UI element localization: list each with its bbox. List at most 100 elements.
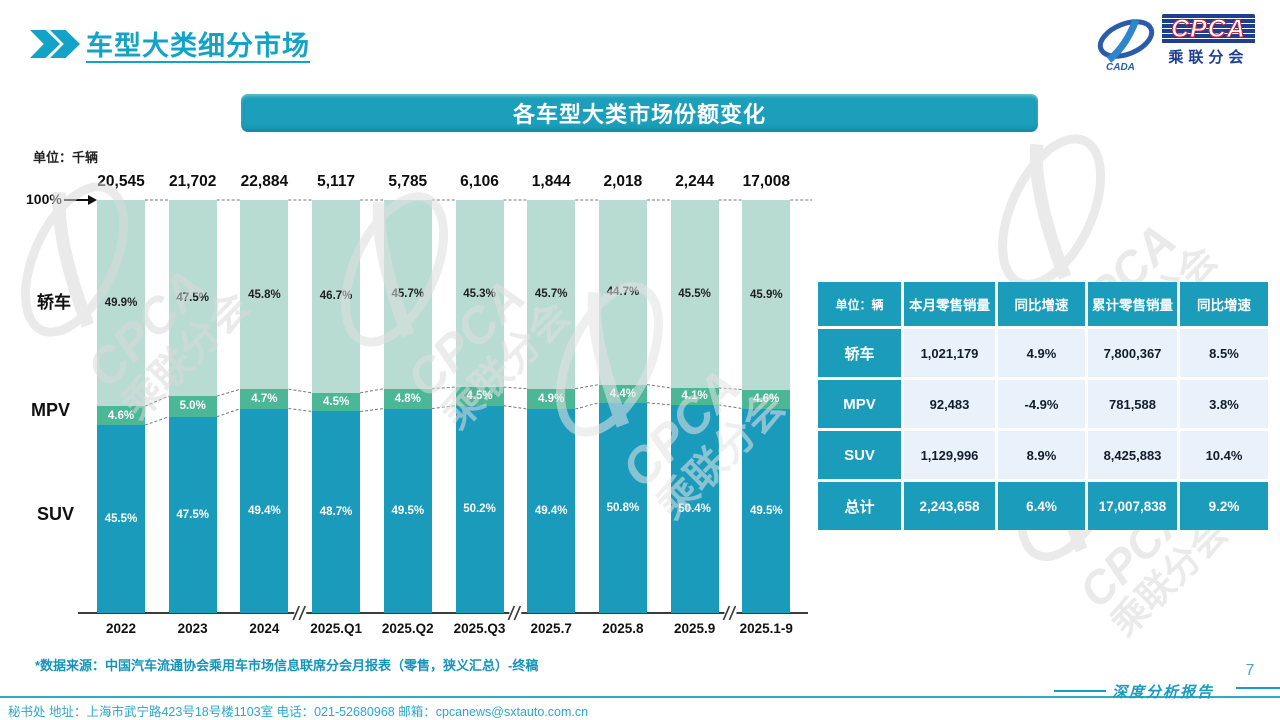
segment-轿车: 45.5%: [670, 200, 719, 388]
table-cell: 10.4%: [1180, 431, 1268, 479]
segment-MPV: 4.1%: [670, 387, 719, 405]
segment-轿车: 47.5%: [168, 200, 217, 397]
segment-value-label: 50.4%: [678, 502, 711, 515]
table-cell: 6.4%: [998, 482, 1085, 530]
segment-value-label: 4.6%: [107, 409, 135, 422]
bar-total-2025.Q2: 5,785: [388, 173, 428, 190]
bar-2025.9: 45.5% 4.1% 50.4%: [670, 200, 719, 613]
segment-MPV: 4.5%: [312, 392, 361, 412]
report-label: 深度分析报告: [1112, 685, 1215, 701]
table-cell: 9.2%: [1180, 482, 1268, 530]
table-cell: -4.9%: [998, 380, 1085, 428]
stacked-bar-chart: 100% 轿车 MPV SUV 20,545 49.9% 4.6% 45.5% 2022…: [0, 160, 835, 652]
segment-value-label: 49.9%: [104, 297, 138, 310]
report-label-line-left: [1054, 690, 1106, 692]
segment-MPV: 4.8%: [383, 388, 432, 409]
bar-total-2025.Q1: 5,117: [317, 173, 356, 190]
segment-SUV: 49.5%: [383, 408, 432, 613]
table-row-label-SUV: SUV: [818, 431, 901, 479]
segment-SUV: 49.4%: [240, 408, 289, 613]
segment-value-label: 4.4%: [609, 387, 636, 400]
segment-SUV: 50.4%: [670, 404, 719, 613]
table-cell: 1,021,179: [904, 329, 995, 377]
segment-value-label: 4.9%: [538, 392, 565, 405]
page-number: 7: [1245, 662, 1255, 679]
svg-text:乘联分会: 乘联分会: [1103, 511, 1236, 644]
legend-label-sedan: 轿车: [37, 293, 71, 312]
bar-total-2022: 20,545: [97, 173, 145, 190]
segment-MPV: 4.9%: [527, 388, 576, 409]
segment-value-label: 49.4%: [248, 504, 281, 517]
legend-label-suv: SUV: [37, 504, 75, 524]
double-chevron-right-icon: [30, 30, 90, 58]
sales-table: 单位：辆 本月零售销量 同比增速 累计零售销量 同比增速 轿车 1,021,179 4.9% 7…: [818, 282, 1268, 530]
segment-SUV: 48.7%: [312, 411, 361, 613]
segment-SUV: 49.5%: [742, 408, 791, 613]
x-axis-label-2025.Q1: 2025.Q1: [310, 621, 362, 636]
svg-text:CADA: CADA: [1106, 62, 1135, 72]
segment-value-label: 4.5%: [322, 396, 350, 409]
bar-total-2025.Q3: 6,106: [460, 173, 499, 190]
x-axis-label-2025.Q3: 2025.Q3: [453, 621, 506, 636]
bar-2025.Q2: 45.7% 4.8% 49.5%: [383, 200, 432, 613]
segment-value-label: 45.7%: [534, 288, 568, 301]
segment-轿车: 45.7%: [527, 200, 576, 389]
segment-MPV: 4.4%: [598, 384, 647, 403]
bar-2025.7: 45.7% 4.9% 49.4%: [527, 200, 576, 613]
table-cell: 92,483: [904, 380, 995, 428]
unit-label: 单位：千辆: [33, 150, 99, 165]
table-cell: 17,007,838: [1088, 482, 1177, 530]
segment-value-label: 45.5%: [678, 287, 711, 300]
table-cell: 3.8%: [1180, 380, 1268, 428]
report-label-line-right: [1236, 687, 1280, 689]
segment-轿车: 46.7%: [312, 200, 361, 393]
x-axis-label-2024: 2024: [249, 621, 280, 636]
segment-SUV: 50.8%: [598, 402, 647, 613]
table-cell: 8,425,883: [1088, 431, 1177, 479]
footer-contact: 秘书处 地址：上海市武宁路423号18号楼1103室 电话：021-526809…: [8, 705, 589, 719]
segment-SUV: 50.2%: [455, 405, 504, 613]
bar-2025.8: 44.7% 4.4% 50.8%: [598, 200, 647, 613]
table-row-label-轿车: 轿车: [818, 329, 901, 377]
cpca-logo-subtitle: 乘联分会: [1168, 49, 1249, 66]
segment-MPV: 4.5%: [455, 387, 504, 406]
segment-value-label: 4.6%: [753, 393, 780, 406]
chart-title-banner: 各车型大类市场份额变化: [241, 94, 1038, 132]
table-cell: 781,588: [1088, 380, 1177, 428]
segment-轿车: 45.9%: [742, 200, 791, 390]
bar-2025.Q3: 45.3% 4.5% 50.2%: [455, 200, 504, 613]
bar-2023: 47.5% 5.0% 47.5%: [168, 200, 217, 613]
axis-100pct-label: 100%: [26, 191, 62, 207]
bar-total-2023: 21,702: [168, 173, 217, 190]
segment-value-label: 45.9%: [749, 288, 783, 301]
cada-emblem-icon: CADA: [1097, 18, 1155, 72]
x-axis-label-2023: 2023: [177, 621, 208, 636]
legend-label-mpv: MPV: [31, 400, 71, 420]
segment-value-label: 45.3%: [463, 287, 496, 300]
table-header-1: 本月零售销量: [904, 282, 995, 326]
segment-value-label: 4.8%: [394, 392, 421, 405]
segment-SUV: 49.4%: [527, 408, 576, 613]
table-cell: 8.9%: [998, 431, 1085, 479]
x-axis-label-2022: 2022: [105, 621, 137, 636]
table-header-3: 累计零售销量: [1088, 282, 1177, 326]
bar-2025.1-9: 45.9% 4.6% 49.5%: [742, 200, 791, 613]
segment-轿车: 44.7%: [598, 200, 647, 385]
segment-value-label: 4.5%: [466, 390, 493, 403]
table-header-4: 同比增速: [1180, 282, 1268, 326]
segment-MPV: 5.0%: [168, 396, 217, 417]
table-row-label-MPV: MPV: [818, 380, 901, 428]
x-axis-label-2025.1-9: 2025.1-9: [739, 621, 793, 636]
segment-轿车: 45.8%: [240, 200, 289, 390]
table-row-label-总计: 总计: [818, 482, 901, 530]
segment-value-label: 47.5%: [176, 292, 209, 305]
segment-SUV: 47.5%: [168, 416, 217, 613]
bar-2022: 49.9% 4.6% 45.5%: [97, 200, 145, 613]
segment-MPV: 4.6%: [97, 406, 145, 426]
table-header-2: 同比增速: [998, 282, 1085, 326]
table-header-0: 单位：辆: [818, 282, 901, 326]
x-axis-label-2025.7: 2025.7: [530, 621, 572, 636]
segment-MPV: 4.7%: [240, 389, 289, 409]
bar-total-2025.1-9: 17,008: [742, 173, 790, 190]
footer-divider: [0, 696, 1280, 698]
